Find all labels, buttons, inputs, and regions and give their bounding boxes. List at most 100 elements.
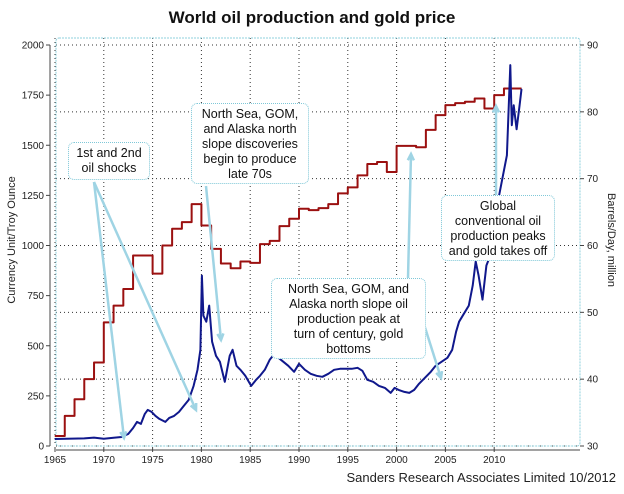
oil-data-point: [356, 174, 359, 176]
oil-data-point: [435, 114, 437, 116]
gold-data-point: [475, 260, 477, 263]
gold-data-point: [229, 355, 231, 357]
oil-data-point: [366, 163, 368, 165]
annotation-line: and gold takes off: [448, 244, 548, 258]
gold-data-point: [282, 361, 284, 363]
gold-data-point: [112, 437, 115, 439]
gold-data-point: [196, 369, 199, 371]
annotation-arrowhead: [406, 151, 416, 161]
gold-data-point: [408, 392, 410, 394]
x-tick-label: 1990: [288, 455, 311, 466]
gold-data-point: [120, 436, 122, 438]
oil-data-point: [142, 254, 144, 257]
gold-data-point: [202, 315, 204, 317]
oil-data-point: [54, 435, 56, 437]
oil-data-point: [493, 94, 495, 96]
gold-data-point: [321, 376, 324, 378]
gold-data-point: [518, 104, 521, 106]
annotation-oil-shocks: 1st and 2nd oil shocks: [68, 142, 150, 180]
right-tick-label: 80: [587, 107, 599, 118]
gold-data-point: [430, 371, 432, 373]
left-tick-label: 750: [27, 291, 44, 302]
gold-data-point: [201, 274, 203, 277]
right-tick-label: 30: [587, 442, 599, 453]
oil-data-point: [503, 87, 505, 90]
annotation-line: 1st and 2nd: [76, 146, 142, 160]
annotation-arrowhead: [189, 402, 198, 413]
oil-data-point: [249, 262, 251, 264]
gold-data-point: [446, 357, 448, 359]
gold-data-point: [239, 369, 242, 371]
gold-data-point: [463, 313, 465, 315]
gold-data-point: [158, 418, 161, 420]
x-tick-label: 1985: [239, 455, 262, 466]
oil-data-point: [396, 145, 398, 147]
y-axis-label-right: Barrels/Day, million: [605, 193, 617, 287]
right-tick-label: 40: [587, 375, 599, 386]
gold-data-point: [211, 341, 213, 343]
gold-data-point: [390, 392, 392, 394]
gold-data-point: [164, 421, 166, 423]
gold-data-point: [333, 369, 335, 371]
gold-data-point: [516, 128, 518, 130]
gold-data-point: [397, 389, 400, 391]
right-tick-label: 90: [587, 41, 599, 52]
gold-price-line: [54, 64, 523, 440]
gold-data-point: [424, 377, 426, 379]
gold-data-point: [259, 375, 261, 377]
annotation-arrowhead: [491, 103, 501, 113]
annotation-arrow: [92, 181, 126, 439]
gold-data-point: [224, 381, 226, 383]
gold-data-point: [455, 331, 457, 333]
chart-title: World oil production and gold price: [168, 8, 456, 27]
gold-data-point: [481, 299, 484, 301]
gold-data-point: [327, 373, 329, 375]
right-tick-label: 60: [587, 241, 599, 252]
gold-data-point: [173, 415, 175, 417]
oil-data-point: [464, 101, 466, 103]
gold-data-point: [485, 264, 487, 267]
gold-data-point: [83, 437, 85, 439]
oil-production-line: [55, 87, 522, 437]
gold-data-point: [287, 365, 289, 367]
x-tick-label: 1970: [93, 455, 116, 466]
oil-data-point: [337, 192, 339, 194]
annotation-arrow: [406, 153, 413, 279]
x-tick-label: 2005: [434, 455, 457, 466]
gold-data-point: [304, 369, 306, 371]
gold-data-point: [366, 379, 368, 381]
annotation-line: late 70s: [228, 167, 272, 181]
annotation-line: North Sea, GOM,: [201, 107, 299, 121]
gold-data-point: [520, 88, 523, 90]
annotation-line: turn of century, gold: [293, 327, 404, 341]
annotation-arrowhead: [216, 332, 225, 343]
gold-data-point: [310, 373, 312, 375]
oil-data-point: [376, 161, 378, 163]
gold-data-point: [458, 321, 460, 323]
oil-data-point: [288, 218, 290, 220]
oil-data-point: [454, 102, 456, 104]
x-axis: 1965 1970 1975 1980 1985 1990 1995 2000 2005 2010: [44, 447, 580, 466]
gold-data-point: [178, 411, 180, 413]
oil-data-point: [317, 207, 320, 209]
annotation-line: conventional oil: [454, 214, 542, 228]
gold-data-point: [140, 423, 142, 425]
gold-data-point: [502, 174, 504, 176]
gold-data-point: [403, 391, 406, 393]
oil-data-point: [93, 361, 95, 364]
oil-data-point: [347, 186, 349, 188]
oil-data-point: [269, 240, 271, 242]
oil-data-point: [73, 398, 76, 400]
annotation-arrow: [204, 185, 223, 341]
annotation-line: Alaska north slope oil: [289, 297, 408, 311]
left-tick-label: 1750: [22, 91, 45, 102]
gold-data-point: [188, 399, 190, 401]
gold-data-point: [255, 379, 257, 381]
gold-data-point: [315, 375, 318, 377]
gold-data-point: [384, 387, 386, 389]
oil-data-point: [444, 104, 446, 106]
annotation-line: bottoms: [326, 342, 371, 356]
gold-data-point: [127, 433, 129, 435]
gold-data-point: [356, 367, 359, 369]
oil-data-point: [103, 321, 105, 323]
